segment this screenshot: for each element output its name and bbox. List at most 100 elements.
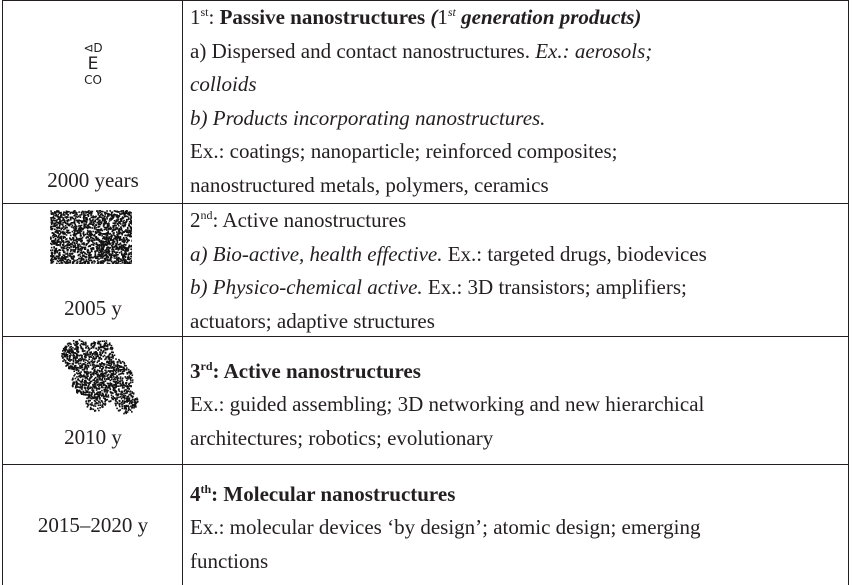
pixel [88,397,90,399]
pixel [120,378,122,380]
pixel [74,242,76,244]
pixel [113,363,115,365]
pixel [80,229,82,231]
pixel [58,256,60,258]
pixel [102,366,104,368]
pixel [70,246,72,248]
pixel [72,249,74,251]
pixel [104,255,106,257]
pixel [59,221,61,223]
pixel [131,260,132,262]
pixel [118,359,120,361]
pixel [93,244,95,246]
pixel [70,243,72,245]
pixel [95,254,97,256]
pixel [105,254,107,256]
pixel [84,350,86,352]
pixel [109,359,111,361]
pixel [131,227,132,229]
pixel [115,366,117,368]
pixel [98,248,100,250]
line: Ex.: guided assembling; 3D networking an… [190,388,849,422]
pixel [53,247,55,249]
pixel [90,351,92,353]
pixel [129,214,131,216]
pixel [118,397,120,399]
pixel [84,264,86,265]
pixel [64,252,66,254]
pixel [80,371,82,373]
pixel [93,223,95,225]
year-cell: 2015–2020 y [2,464,183,585]
pixel [106,229,108,231]
pixel [127,235,129,237]
pixel [97,238,99,240]
pixel [87,365,89,367]
pixel [68,247,70,249]
pixel [63,242,65,244]
pixel [72,347,74,349]
pixel [83,231,85,233]
pixel [95,410,97,412]
pixel [63,213,65,215]
pixel [92,257,94,259]
pixel [99,341,101,343]
pixel [75,233,77,235]
pixel [78,386,80,388]
pixel [118,222,120,224]
pixel [66,231,68,233]
pixel [94,400,96,402]
pixel [101,387,103,389]
pixel [69,358,71,360]
pixel [75,365,77,367]
pixel [50,238,52,240]
pixel [99,247,101,249]
pixel [128,219,130,221]
pixel [97,365,99,367]
pixel [52,221,54,223]
pixel [54,253,56,255]
pixel [75,218,77,220]
pixel [71,368,73,370]
pixel [127,385,129,387]
pixel [84,253,86,255]
pixel [56,256,58,258]
pixel [122,377,124,379]
description-cell: 2nd: Active nanostructures a) Bio-active… [182,203,849,337]
pixel [130,382,132,384]
pixel [67,211,69,213]
pixel [85,212,87,214]
pixel [123,362,125,364]
pixel [102,406,104,408]
pixel [82,255,84,257]
pixel [101,378,103,380]
pixel [79,263,81,264]
pixel [122,232,124,234]
pixel [116,398,118,400]
pixel [84,383,86,385]
pixel [60,212,62,214]
pixel [83,353,85,355]
pixel [135,398,137,400]
pixel [102,220,104,222]
pixel [90,364,92,366]
pixel [129,394,131,396]
pixel [114,254,116,256]
pixel [81,376,83,378]
pixel [102,214,104,216]
pixel [82,341,84,343]
pixel [85,353,87,355]
pixel [123,371,125,373]
pixel [78,370,80,372]
pixel [114,225,116,227]
pixel [70,249,72,251]
pixel [131,402,133,404]
pixel [64,359,66,361]
pixel [93,409,95,411]
pixel [90,361,92,363]
pixel [121,369,123,371]
pixel [74,344,76,346]
pixel [63,240,65,242]
pixel [51,247,53,249]
pixel [89,260,91,262]
